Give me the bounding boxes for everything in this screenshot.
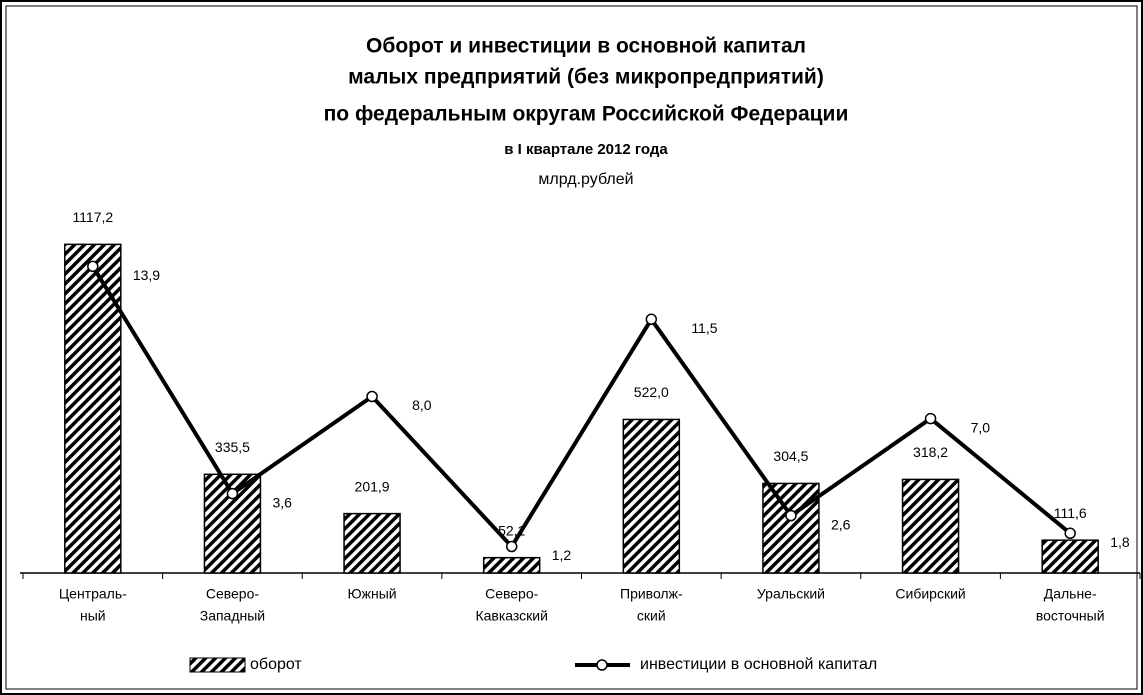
x-tick-label: Южный [348, 586, 397, 602]
line-marker [87, 260, 99, 273]
bar [343, 512, 401, 574]
bar-value-label: 201,9 [355, 478, 390, 494]
bar [762, 482, 820, 574]
x-tick-label: Западный [200, 608, 265, 624]
x-tick-label: восточный [1036, 608, 1105, 624]
bar-value-label: 522,0 [634, 384, 669, 400]
line-marker [924, 412, 937, 425]
line-marker [645, 313, 658, 326]
line-marker [226, 487, 239, 500]
bar [64, 243, 122, 574]
legend-swatch [596, 659, 608, 671]
chart-title: по федеральным округам Российской Федера… [324, 103, 849, 126]
bar-value-label: 111,6 [1054, 505, 1087, 521]
line-value-label: 2,6 [831, 516, 851, 532]
line-marker [785, 509, 797, 522]
bar [901, 478, 960, 574]
chart-subtitle: в I квартале 2012 года [504, 141, 668, 158]
x-tick-label: ский [637, 608, 666, 624]
x-tick-label: Централь- [59, 586, 127, 602]
line-value-label: 1,8 [1110, 534, 1130, 550]
line-value-label: 1,2 [552, 547, 572, 563]
line-value-label: 7,0 [971, 419, 991, 435]
bar [1041, 539, 1099, 574]
chart-title: Оборот и инвестиции в основной капитал [366, 35, 806, 58]
bar [482, 556, 541, 574]
x-tick-label: Дальне- [1044, 586, 1097, 602]
line-marker [366, 390, 378, 403]
unit-label: млрд.рублей [538, 171, 633, 188]
chart-title: малых предприятий (без микропредприятий) [348, 66, 824, 89]
bar [622, 418, 681, 574]
line [91, 265, 1072, 550]
line-value-label: 8,0 [412, 397, 432, 413]
line-value-label: 3,6 [272, 494, 292, 510]
line-marker [505, 540, 518, 553]
bar-value-label: 1117,2 [72, 209, 113, 225]
x-tick-label: Уральский [757, 586, 825, 602]
line-value-label: 11,5 [691, 320, 717, 336]
line-marker [1064, 527, 1076, 540]
x-tick-label: Сибирский [895, 586, 965, 602]
bar-value-label: 318,2 [913, 444, 948, 460]
legend-swatch [189, 657, 246, 673]
x-tick-label: ный [80, 608, 106, 624]
bar-value-label: 335,5 [215, 439, 250, 455]
legend-label: инвестиции в основной капитал [640, 656, 877, 673]
x-tick-label: Северо- [206, 586, 260, 602]
bar-value-label: 304,5 [773, 448, 808, 464]
legend-label: оборот [250, 656, 302, 673]
x-tick-label: Северо- [485, 586, 539, 602]
x-tick-label: Приволж- [620, 586, 683, 602]
line-value-label: 13,9 [133, 267, 160, 283]
x-tick-label: Кавказский [475, 608, 547, 624]
frame-inner [5, 5, 1138, 690]
